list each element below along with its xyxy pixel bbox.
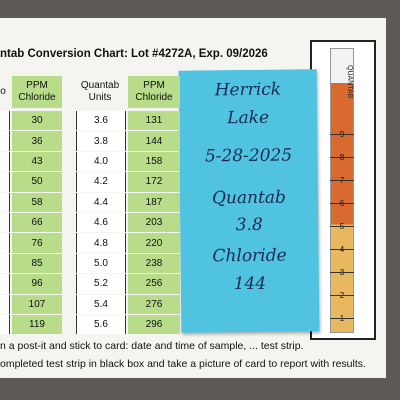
ppm-cell: 238 (128, 253, 180, 274)
header-cell: PPM Chloride (128, 76, 180, 108)
unit-cell (0, 294, 10, 314)
sticky-note: Herrick Lake 5-28-2025 Quantab 3.8 Chloride 14… (178, 69, 320, 333)
handwriting: 144 (233, 273, 267, 295)
handwriting: Herrick (214, 79, 282, 101)
ppm-cell: 144 (128, 131, 180, 151)
ppm-cell: 131 (128, 111, 180, 131)
unit-cell (0, 111, 10, 131)
unit-cell: 3.6 (76, 111, 126, 131)
ppm-cell: 76 (12, 233, 62, 253)
unit-cell (0, 213, 10, 233)
ppm-cell: 296 (128, 315, 180, 335)
header-cell: Quantab Units (80, 80, 120, 103)
unit-cell (0, 192, 10, 212)
handwriting: 5-28-2025 (204, 145, 293, 167)
unit-cell: 4.8 (76, 233, 126, 253)
header-cell: o (0, 86, 6, 97)
scale-tick (330, 272, 354, 273)
unit-cell: 5.0 (76, 253, 126, 274)
ppm-cell: 96 (12, 274, 62, 294)
ppm-cell: 119 (12, 315, 62, 335)
ppm-cell: 30 (12, 111, 62, 131)
header-cell: PPM Chloride (12, 76, 62, 108)
unit-cell (0, 172, 10, 192)
ppm-cell: 220 (128, 233, 180, 253)
scale-tick (330, 226, 354, 227)
unit-cell: 5.4 (76, 294, 126, 314)
strip-label: QUANTAB (346, 65, 353, 99)
unit-cell (0, 274, 10, 294)
ppm-cell: 66 (12, 213, 62, 233)
unit-cell: 4.6 (76, 213, 126, 233)
unit-cell: 3.8 (76, 131, 126, 151)
scale-tick (330, 318, 354, 319)
scale-tick (330, 180, 354, 181)
handwriting: Lake (227, 107, 270, 129)
scale-tick (330, 134, 354, 135)
unit-cell: 5.2 (76, 274, 126, 294)
ppm-cell: 158 (128, 151, 180, 172)
unit-cell (0, 253, 10, 274)
ppm-cell: 43 (12, 151, 62, 172)
unit-cell (0, 315, 10, 335)
ppm-cell: 36 (12, 131, 62, 151)
scale-tick (330, 157, 354, 158)
ppm-cell: 256 (128, 274, 180, 294)
scale-tick (330, 249, 354, 250)
ppm-cell: 276 (128, 294, 180, 314)
test-strip (330, 48, 354, 333)
handwriting: Quantab (211, 187, 286, 209)
footer-line: ompleted test strip in black box and tak… (0, 358, 366, 370)
ppm-cell: 85 (12, 253, 62, 274)
unit-cell (0, 233, 10, 253)
unit-cell (0, 131, 10, 151)
unit-cell (0, 151, 10, 172)
ppm-cell: 50 (12, 172, 62, 192)
title: ntab Conversion Chart: Lot #4272A, Exp. … (0, 48, 268, 60)
scale-tick (330, 203, 354, 204)
ppm-cell: 107 (12, 294, 62, 314)
ppm-cell: 58 (12, 192, 62, 212)
ppm-cell: 203 (128, 213, 180, 233)
ppm-cell: 187 (128, 192, 180, 212)
handwriting: 3.8 (235, 214, 263, 236)
unit-cell: 4.4 (76, 192, 126, 212)
unit-cell: 5.6 (76, 315, 126, 335)
unit-cell: 4.0 (76, 151, 126, 172)
handwriting: Chloride (212, 245, 287, 267)
scale-tick (330, 295, 354, 296)
ppm-cell: 172 (128, 172, 180, 192)
footer-line: n a post-it and stick to card: date and … (0, 340, 304, 352)
unit-cell: 4.2 (76, 172, 126, 192)
